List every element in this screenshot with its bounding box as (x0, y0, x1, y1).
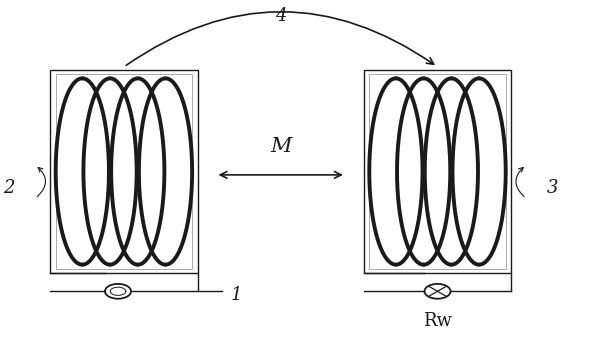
Text: 2: 2 (3, 179, 14, 197)
Text: M: M (270, 137, 291, 156)
Text: 1: 1 (230, 286, 242, 304)
Bar (370, 74, 505, 269)
Bar (364, 70, 511, 273)
Bar (50, 70, 198, 273)
Text: 3: 3 (547, 179, 558, 197)
Text: 4: 4 (275, 7, 286, 25)
Text: Rw: Rw (423, 312, 452, 330)
Bar (56, 74, 192, 269)
